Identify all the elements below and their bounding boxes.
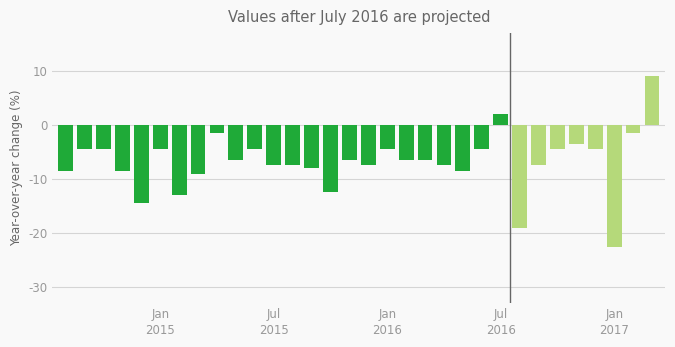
Bar bbox=[361, 125, 376, 166]
Bar bbox=[267, 125, 281, 166]
Bar bbox=[134, 125, 148, 203]
Bar bbox=[550, 125, 565, 149]
Bar bbox=[493, 114, 508, 125]
Bar bbox=[286, 125, 300, 166]
Bar bbox=[418, 125, 433, 160]
Bar bbox=[380, 125, 395, 149]
Bar bbox=[171, 125, 186, 195]
Bar bbox=[323, 125, 338, 193]
Bar bbox=[209, 125, 224, 133]
Bar bbox=[58, 125, 73, 171]
Bar bbox=[475, 125, 489, 149]
Bar bbox=[626, 125, 641, 133]
Bar bbox=[229, 125, 243, 160]
Bar bbox=[96, 125, 111, 149]
Bar bbox=[437, 125, 452, 166]
Bar bbox=[531, 125, 546, 166]
Bar bbox=[115, 125, 130, 171]
Bar bbox=[248, 125, 262, 149]
Bar bbox=[342, 125, 357, 160]
Bar bbox=[569, 125, 584, 144]
Bar bbox=[190, 125, 205, 174]
Y-axis label: Year-over-year change (%): Year-over-year change (%) bbox=[9, 90, 23, 246]
Bar bbox=[456, 125, 470, 171]
Bar bbox=[304, 125, 319, 168]
Bar bbox=[607, 125, 622, 247]
Bar bbox=[588, 125, 603, 149]
Bar bbox=[153, 125, 167, 149]
Bar bbox=[399, 125, 414, 160]
Bar bbox=[645, 76, 659, 125]
Bar bbox=[512, 125, 527, 228]
Bar bbox=[77, 125, 92, 149]
Title: Values after July 2016 are projected: Values after July 2016 are projected bbox=[227, 10, 490, 25]
